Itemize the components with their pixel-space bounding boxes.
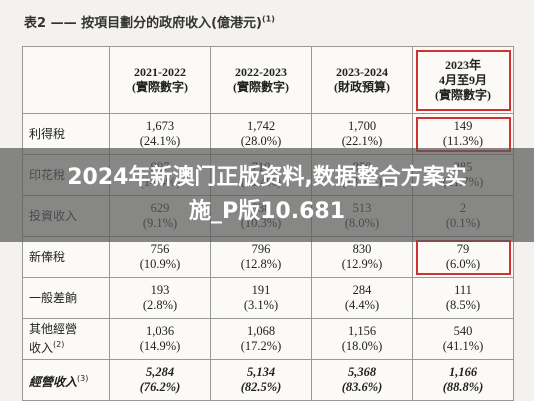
cell-value: 1,036 <box>145 324 175 338</box>
col-line2: (實際數字) <box>435 87 491 102</box>
cell-share: (3.1%) <box>243 298 279 312</box>
row-label: 經營收入(3) <box>22 359 110 401</box>
column-header: 2021-2022 (實際數字) <box>109 46 211 114</box>
col-line1b: 4月至9月 <box>438 72 487 87</box>
label-sup: (3) <box>77 373 89 383</box>
cell: 111 (8.5%) <box>412 277 514 319</box>
cell-value: 1,700 <box>347 119 377 133</box>
cell-value: 111 <box>454 283 472 297</box>
column-header: 2023-2024 (財政預算) <box>311 46 413 114</box>
cell: 756 (10.9%) <box>109 236 211 278</box>
cell-value: 191 <box>251 283 271 297</box>
title: 表2 —— 按項目劃分的政府收入(億港元)(1) <box>24 12 275 31</box>
col-line2: (實際數字) <box>233 80 289 94</box>
cell-share: (17.2%) <box>240 339 282 353</box>
cell: 5,134 (82.5%) <box>210 359 312 401</box>
col-line1: 2023年 <box>444 57 481 72</box>
cell: 193 (2.8%) <box>109 277 211 319</box>
cell-value: 284 <box>352 283 372 297</box>
cell-value: 5,134 <box>246 365 276 379</box>
cell-share: (8.5%) <box>445 298 481 312</box>
col-line1: 2023-2024 <box>336 65 388 79</box>
label-text: 新俸稅 <box>29 249 66 264</box>
cell: 5,284 (76.2%) <box>109 359 211 401</box>
cell-value: 193 <box>150 283 170 297</box>
row-label: 新俸稅 <box>22 236 110 278</box>
cell-value: 756 <box>150 242 170 256</box>
col-line2: (實際數字) <box>132 80 188 94</box>
header-row: 2021-2022 (實際數字) 2022-2023 (實際數字) 2023-2024(… <box>22 46 514 114</box>
row-label: 一般差餉 <box>22 277 110 319</box>
cell-value: 796 <box>251 242 271 256</box>
cell-value: 1,166 <box>448 365 478 379</box>
cell-share: (24.1%) <box>139 134 181 148</box>
col-line1: 2021-2022 <box>134 65 186 79</box>
label-text: 利得稅 <box>29 126 66 141</box>
cell: 79 (6.0%) <box>412 236 514 278</box>
cell: 830 (12.9%) <box>311 236 413 278</box>
cell: 1,036 (14.9%) <box>109 318 211 360</box>
cell: 796 (12.8%) <box>210 236 312 278</box>
cell: 1,166 (88.8%) <box>412 359 514 401</box>
cell: 1,156 (18.0%) <box>311 318 413 360</box>
column-header: 2022-2023 (實際數字) <box>210 46 312 114</box>
cell-value: 1,673 <box>145 119 175 133</box>
cell-share: (4.4%) <box>344 298 380 312</box>
label-text-2: 收入 <box>29 341 54 355</box>
banner: 2024年新澳门正版资料,数据整合方案实施_P版10.681 <box>0 148 534 242</box>
cell-share: (22.1%) <box>341 134 383 148</box>
cell: 1,068 (17.2%) <box>210 318 312 360</box>
column-header: 2023年 4月至9月 (實際數字) <box>412 46 514 114</box>
cell-value: 149 <box>453 119 473 133</box>
cell-share: (10.9%) <box>139 257 181 271</box>
cell-value: 830 <box>352 242 372 256</box>
cell: 191 (3.1%) <box>210 277 312 319</box>
title-note: (1) <box>261 14 275 24</box>
cell-value: 1,742 <box>246 119 276 133</box>
cell-value: 79 <box>456 242 470 256</box>
row: 其他經營 收入(2) 1,036 (14.9%) 1,068 (17.2%) 1,156 (1… <box>22 318 514 360</box>
cell-share: (41.1%) <box>442 339 484 353</box>
cell-share: (88.8%) <box>442 380 484 394</box>
cell-value: 5,284 <box>145 365 175 379</box>
cell-share: (83.6%) <box>341 380 383 394</box>
cell-value: 1,068 <box>246 324 276 338</box>
cell-share: (14.9%) <box>139 339 181 353</box>
col-line2: (財政預算) <box>334 80 390 94</box>
cell-share: (6.0%) <box>445 257 481 271</box>
cell-share: (28.0%) <box>240 134 282 148</box>
cell-value: 1,156 <box>347 324 377 338</box>
label-text: 其他經營 <box>29 322 78 336</box>
cell-share: (76.2%) <box>139 380 181 394</box>
label-text: 一般差餉 <box>29 290 78 305</box>
cell: 540 (41.1%) <box>412 318 514 360</box>
cell-share: (82.5%) <box>240 380 282 394</box>
cell-value: 5,368 <box>347 365 377 379</box>
banner-text: 2024年新澳门正版资料,数据整合方案实施_P版10.681 <box>67 165 467 224</box>
cell-share: (18.0%) <box>341 339 383 353</box>
label-text: 經營收入 <box>29 374 78 389</box>
label-sup: (2) <box>53 340 65 349</box>
cell: 5,368 (83.6%) <box>311 359 413 401</box>
cell-share: (12.9%) <box>341 257 383 271</box>
title-text: 表2 —— 按項目劃分的政府收入(億港元) <box>24 16 262 31</box>
col-line1: 2022-2023 <box>235 65 287 79</box>
cell-value: 540 <box>453 324 473 338</box>
cell-share: (11.3%) <box>442 134 484 148</box>
cell: 284 (4.4%) <box>311 277 413 319</box>
cell-share: (12.8%) <box>240 257 282 271</box>
row-label: 其他經營收入(2) <box>22 318 110 360</box>
row: 經營收入(3) 5,284 (76.2%) 5,134 (82.5%) 5,368 (83.… <box>22 359 514 401</box>
corner <box>22 46 110 114</box>
row: 新俸稅 756 (10.9%) 796 (12.8%) 830 (12.9%) 79 (6.0%… <box>22 236 514 278</box>
cell-share: (2.8%) <box>142 298 178 312</box>
row: 一般差餉 193 (2.8%) 191 (3.1%) 284 (4.4%) 111 (8.5%) <box>22 277 514 319</box>
